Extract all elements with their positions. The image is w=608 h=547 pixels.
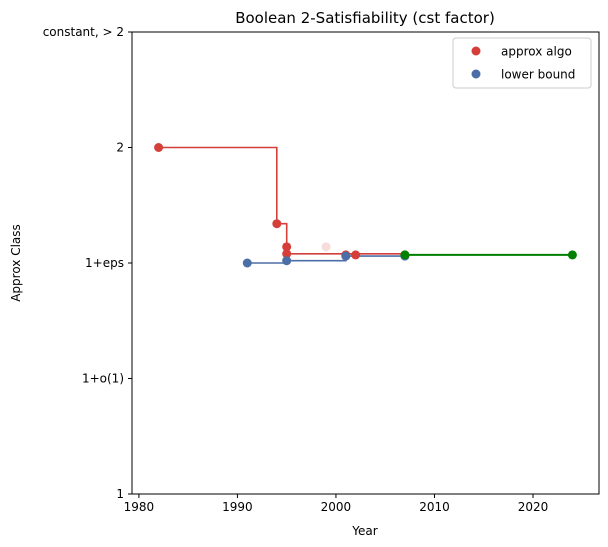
legend-marker-lower (471, 69, 481, 79)
x-axis-label: Year (351, 524, 377, 538)
y-tick-label: 1 (116, 487, 124, 501)
x-tick-label: 1980 (124, 500, 155, 514)
legend-box (452, 37, 592, 89)
data-point-match (400, 250, 410, 260)
y-tick-label: constant, > 2 (43, 25, 124, 39)
data-point-match (567, 250, 577, 260)
plot-frame (131, 31, 600, 495)
legend-label-approx: approx algo (501, 45, 572, 59)
data-point-approx (154, 143, 164, 152)
x-tick-label: 2020 (518, 500, 549, 514)
data-point-approx (282, 242, 292, 252)
data-point-approx (282, 249, 292, 259)
series-line-approx (158, 146, 405, 255)
x-axis-ticks: 1980 1990 2000 2010 2020 (124, 494, 549, 514)
data-point-approx (351, 250, 361, 260)
y-tick-label: 1+o(1) (82, 372, 124, 386)
y-axis-label: Approx Class (9, 224, 23, 302)
legend-marker-approx (471, 46, 481, 56)
series-points (154, 143, 577, 268)
y-tick-label: 1+eps (85, 256, 124, 270)
x-tick-label: 2000 (321, 500, 352, 514)
data-point-lower (341, 251, 351, 261)
data-point-lower (242, 258, 252, 268)
x-tick-label: 2010 (419, 500, 450, 514)
data-point-lower (282, 256, 292, 266)
legend-label-lower: lower bound (501, 68, 575, 82)
y-tick-label: 2 (116, 141, 124, 155)
data-point-approx (272, 219, 282, 229)
chart-title: Boolean 2-Satisfiability (cst factor) (235, 9, 495, 27)
data-point-approx (321, 242, 331, 252)
plot-area (131, 31, 600, 495)
y-axis-ticks: 1 1+o(1) 1+eps 2 constant, > 2 (43, 25, 132, 501)
x-tick-label: 1990 (222, 500, 253, 514)
legend: approx algo lower bound (452, 37, 592, 89)
